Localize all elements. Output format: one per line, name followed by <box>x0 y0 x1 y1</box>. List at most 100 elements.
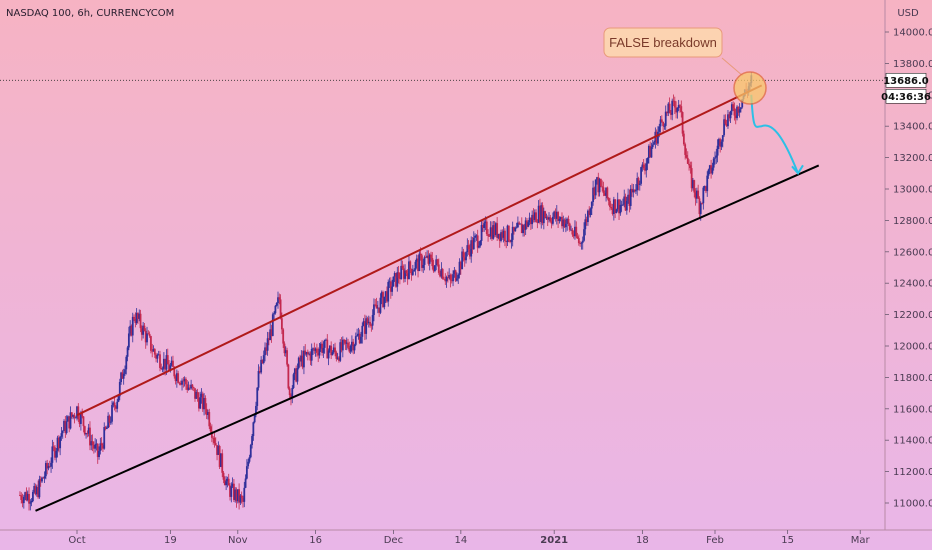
candle-body <box>646 158 649 164</box>
candle-body <box>150 336 152 351</box>
projection-arrowhead <box>791 164 804 175</box>
candle-body <box>720 141 723 147</box>
candle-body <box>733 108 736 116</box>
time-tick-label: Feb <box>706 535 724 546</box>
candle-body <box>262 355 265 364</box>
candle-body <box>387 282 390 302</box>
price-axis[interactable]: 11000.0 11200.0 11400.0 11600.0 11800.0 12000… <box>885 28 932 510</box>
candle-body <box>370 325 373 327</box>
candle-body <box>257 370 260 388</box>
candle-body <box>121 372 124 379</box>
candle-body <box>111 405 113 422</box>
candle-body <box>467 245 470 250</box>
candle-body <box>542 211 545 224</box>
candle-body <box>729 111 732 119</box>
candle-body <box>620 204 623 206</box>
candle-body <box>166 355 169 365</box>
highlight-circle <box>733 71 767 105</box>
candle-body <box>42 477 45 479</box>
price-tick-label: 12800.0 <box>893 216 932 227</box>
candle-body <box>594 179 597 196</box>
time-axis[interactable]: Oct 19 Nov 16 Dec 14 2021 18 Feb 15 Mar <box>68 530 871 546</box>
candle-body <box>628 194 631 206</box>
candle-body <box>87 427 90 434</box>
candle-body <box>545 217 548 219</box>
candle-body <box>401 265 404 269</box>
candle-body <box>57 437 60 449</box>
candle-body <box>575 226 578 237</box>
candle-body <box>195 392 198 399</box>
candle-body <box>612 199 615 214</box>
candle-body <box>295 368 298 382</box>
candle-body <box>186 384 189 390</box>
candle-body <box>692 180 694 189</box>
time-tick-label: 16 <box>309 535 322 546</box>
candle-body <box>122 373 125 379</box>
candle-body <box>207 412 209 416</box>
candle-body <box>452 274 454 282</box>
candle-body <box>462 251 465 258</box>
candle-body <box>354 336 357 345</box>
candle-body <box>343 339 346 341</box>
candle-body <box>303 350 305 368</box>
candle-body <box>99 443 102 451</box>
candle-body <box>92 444 95 449</box>
candle-body <box>422 264 425 268</box>
candle-body <box>138 313 141 319</box>
candle-body <box>196 392 199 398</box>
candle-body <box>339 342 342 361</box>
candle-body <box>127 333 130 348</box>
candle-body <box>421 255 423 268</box>
candle-body <box>95 443 98 445</box>
candle-body <box>86 433 89 434</box>
candle-body <box>561 217 563 227</box>
candle-body <box>61 430 64 434</box>
candle-body <box>397 272 400 279</box>
candle-body <box>374 304 377 306</box>
candle-body <box>446 277 449 278</box>
candle-body <box>441 269 444 279</box>
bar-countdown-label: 04:36:36 <box>881 92 931 103</box>
candle-body <box>299 357 301 362</box>
candle-body <box>146 333 148 343</box>
candle-body <box>423 257 426 265</box>
candle-body <box>98 450 100 458</box>
candle-body <box>614 199 617 213</box>
candle-body <box>317 352 320 356</box>
candle-body <box>209 426 212 432</box>
candle-body <box>515 227 518 229</box>
candle-body <box>402 268 405 279</box>
candle-body <box>398 278 401 280</box>
candle-body <box>668 103 671 114</box>
candle-body <box>115 406 117 409</box>
candle-body <box>655 131 658 144</box>
candle-body <box>428 254 431 264</box>
candle-body <box>63 420 65 431</box>
candle-body <box>627 194 630 201</box>
candle-body <box>590 201 593 209</box>
candle-body <box>140 328 143 335</box>
candle-body <box>32 491 34 502</box>
candle-body <box>566 218 569 224</box>
candle-body <box>20 495 23 500</box>
candle-body <box>321 343 323 353</box>
candle-body <box>349 345 352 352</box>
price-tick-label: 13000.0 <box>893 185 932 196</box>
candle-body <box>197 397 200 409</box>
candle-body <box>738 109 741 113</box>
candle-body <box>120 372 122 383</box>
candle-body <box>596 177 598 180</box>
candle-body <box>24 492 27 497</box>
candle-body <box>43 476 46 479</box>
candle-body <box>161 368 164 370</box>
candle-body <box>618 199 620 214</box>
candle-body <box>19 495 21 496</box>
candle-body <box>572 234 575 237</box>
candle-body <box>653 142 655 145</box>
candle-body <box>325 339 327 341</box>
false-breakdown-annotation[interactable]: FALSE breakdown <box>603 27 767 105</box>
candle-body <box>533 212 536 220</box>
candle-body <box>336 357 339 359</box>
candle-body <box>185 378 187 385</box>
candle-body <box>493 225 496 236</box>
